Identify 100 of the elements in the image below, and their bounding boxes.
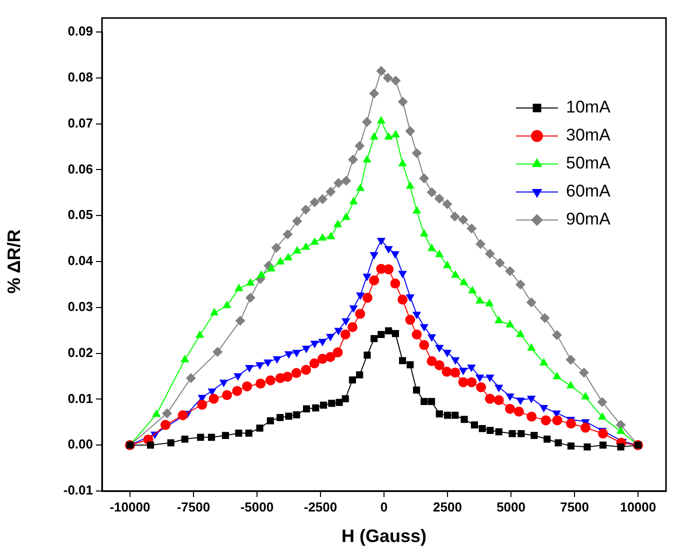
point	[552, 330, 562, 340]
point	[467, 364, 476, 372]
point	[382, 72, 393, 83]
x-tick-label: 7500	[560, 499, 589, 514]
point	[276, 414, 284, 422]
point	[540, 415, 551, 426]
point	[376, 66, 386, 76]
point	[580, 422, 590, 433]
legend-label: 10mA	[566, 98, 612, 117]
point	[272, 356, 282, 364]
point	[419, 340, 430, 350]
point	[265, 375, 276, 386]
point	[412, 386, 420, 394]
point	[312, 404, 320, 412]
legend-label: 90mA	[566, 210, 612, 229]
point	[405, 314, 416, 325]
point	[412, 148, 422, 158]
point	[485, 298, 494, 306]
point	[341, 176, 352, 186]
point	[208, 434, 216, 441]
point	[420, 324, 428, 332]
point	[412, 312, 422, 320]
y-tick-label: 0.00	[68, 436, 93, 452]
point	[566, 354, 576, 365]
point	[332, 347, 343, 358]
y-tick-label: 0.06	[68, 161, 93, 176]
point	[356, 184, 365, 192]
point	[266, 264, 276, 272]
y-axis-title: % ΔR/R	[4, 229, 24, 294]
point	[370, 132, 378, 140]
point	[342, 212, 350, 220]
point	[442, 260, 452, 268]
point	[326, 334, 335, 342]
point	[376, 116, 386, 124]
point	[246, 278, 255, 286]
point	[195, 330, 204, 338]
point	[442, 366, 452, 377]
point	[494, 258, 505, 268]
point	[427, 244, 436, 252]
point	[384, 264, 394, 274]
point	[486, 374, 494, 382]
point	[466, 377, 477, 388]
point	[245, 365, 254, 373]
point	[584, 443, 591, 450]
point	[452, 412, 459, 419]
point	[334, 178, 344, 188]
x-tick-label: -7500	[176, 499, 210, 514]
point	[362, 274, 372, 282]
point	[398, 270, 407, 278]
point	[320, 402, 328, 409]
point	[435, 250, 444, 258]
point	[318, 194, 328, 204]
point	[508, 430, 516, 438]
point	[301, 364, 312, 375]
point	[484, 394, 495, 404]
point	[348, 376, 356, 384]
point	[444, 412, 452, 419]
point	[160, 420, 171, 430]
point	[478, 425, 486, 432]
point	[419, 173, 430, 184]
point	[518, 430, 525, 438]
point	[342, 395, 349, 402]
point	[348, 322, 358, 332]
point	[451, 270, 460, 278]
point	[180, 354, 190, 362]
point	[276, 256, 285, 264]
point	[293, 411, 300, 418]
point	[476, 239, 486, 250]
point	[256, 378, 266, 389]
point	[578, 368, 589, 378]
point	[197, 400, 208, 410]
point	[539, 404, 548, 412]
point	[475, 374, 484, 382]
point	[356, 371, 364, 378]
point	[527, 343, 536, 351]
point	[146, 442, 154, 449]
point	[494, 395, 504, 406]
point	[284, 252, 293, 260]
point	[355, 308, 366, 319]
point	[527, 396, 536, 404]
point	[506, 393, 514, 401]
point	[552, 372, 562, 380]
point	[349, 196, 358, 204]
point	[197, 434, 204, 441]
point	[412, 206, 422, 214]
point	[285, 412, 292, 420]
point	[333, 220, 342, 228]
point	[567, 442, 575, 450]
point	[412, 329, 422, 340]
y-tick-label: 0.03	[68, 298, 93, 314]
point	[406, 361, 414, 368]
point	[326, 186, 336, 197]
point	[540, 312, 550, 323]
point	[291, 368, 302, 378]
point	[427, 334, 436, 342]
point	[495, 428, 502, 436]
point	[505, 404, 516, 414]
point	[516, 329, 525, 337]
x-tick-label: -5000	[240, 499, 274, 514]
point	[516, 398, 525, 406]
